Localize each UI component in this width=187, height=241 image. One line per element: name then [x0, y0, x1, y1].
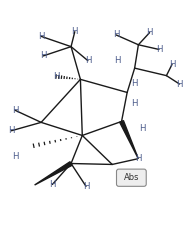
Text: H: H: [49, 180, 56, 189]
Text: H: H: [85, 56, 91, 65]
Text: H: H: [40, 52, 46, 60]
Text: H: H: [115, 56, 121, 65]
Polygon shape: [35, 162, 72, 185]
Text: H: H: [113, 30, 119, 39]
Text: H: H: [131, 99, 138, 108]
Text: H: H: [12, 152, 18, 161]
Text: H: H: [12, 106, 18, 115]
Text: H: H: [38, 32, 44, 41]
Text: H: H: [169, 60, 175, 69]
Text: H: H: [139, 124, 145, 133]
Text: H: H: [53, 72, 59, 81]
Polygon shape: [120, 120, 138, 159]
Text: H: H: [83, 182, 89, 191]
Text: H: H: [156, 45, 162, 54]
Text: H: H: [146, 28, 153, 37]
Text: H: H: [135, 154, 142, 163]
Text: H: H: [72, 27, 78, 36]
FancyBboxPatch shape: [117, 169, 146, 186]
Text: H: H: [131, 79, 138, 87]
Text: Abs: Abs: [124, 173, 139, 182]
Text: H: H: [8, 126, 14, 135]
Text: H: H: [176, 80, 183, 88]
